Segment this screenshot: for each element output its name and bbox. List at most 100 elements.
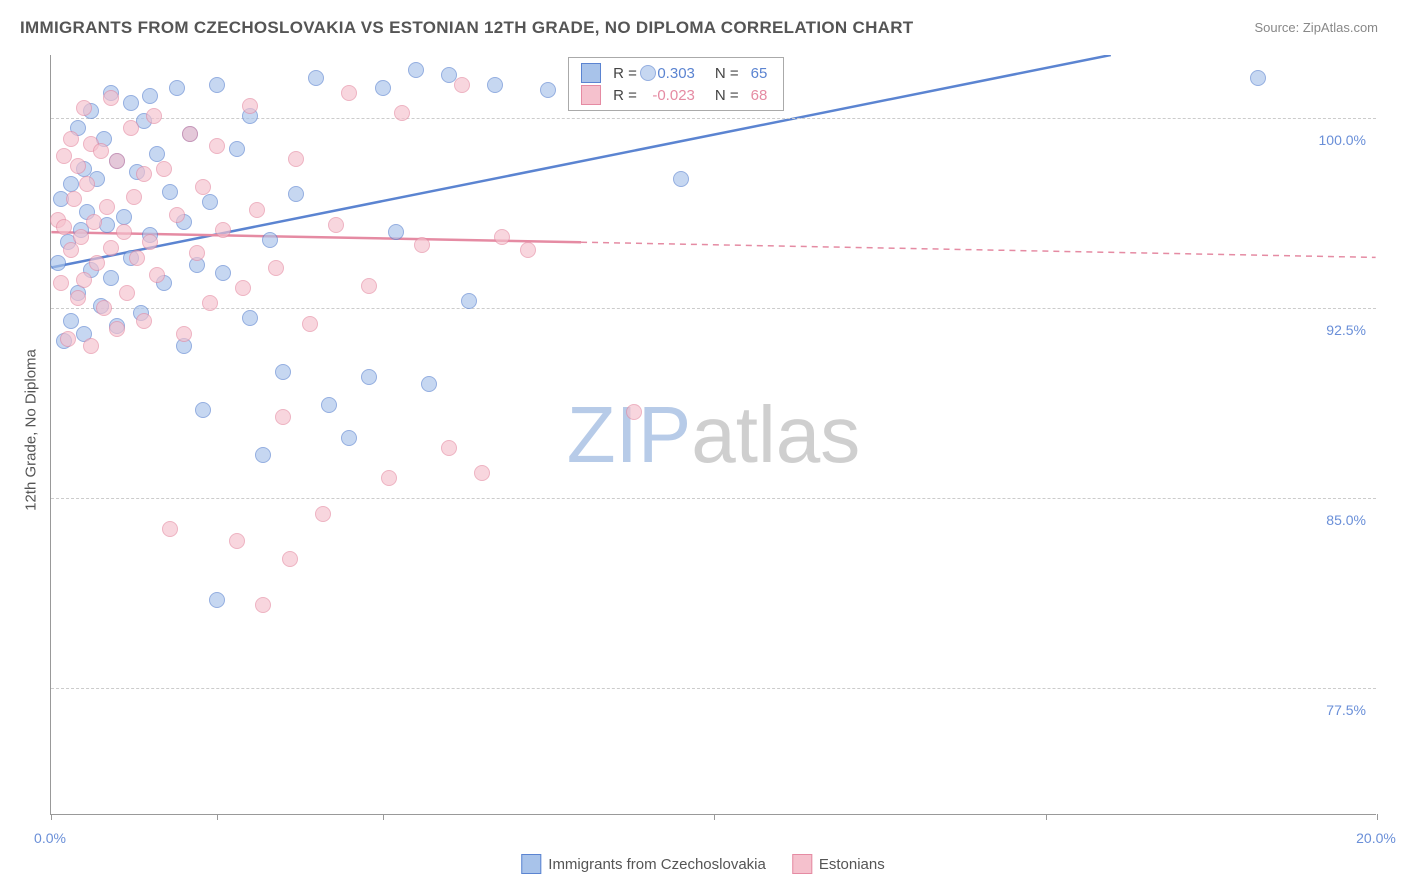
scatter-point	[162, 184, 178, 200]
scatter-point	[209, 592, 225, 608]
scatter-point	[142, 88, 158, 104]
legend-n-value: 68	[745, 84, 774, 106]
y-tick-label: 100.0%	[1319, 132, 1366, 148]
scatter-point	[136, 313, 152, 329]
x-tick	[383, 814, 384, 820]
scatter-point	[288, 186, 304, 202]
scatter-point	[56, 219, 72, 235]
y-axis-label: 12th Grade, No Diploma	[23, 349, 40, 511]
legend-row: R =0.303N =65	[575, 62, 773, 84]
x-tick-label: 0.0%	[34, 830, 66, 846]
scatter-point	[288, 151, 304, 167]
plot-area: ZIPatlas R =0.303N =65R =-0.023N =68 77.…	[50, 55, 1376, 815]
scatter-point	[169, 207, 185, 223]
scatter-point	[162, 521, 178, 537]
scatter-point	[229, 141, 245, 157]
gridline	[51, 498, 1376, 499]
scatter-point	[242, 98, 258, 114]
legend-swatch	[581, 85, 601, 105]
watermark: ZIPatlas	[567, 389, 860, 481]
scatter-point	[202, 295, 218, 311]
scatter-point	[99, 199, 115, 215]
scatter-point	[421, 376, 437, 392]
scatter-point	[341, 85, 357, 101]
scatter-point	[414, 237, 430, 253]
scatter-point	[361, 278, 377, 294]
scatter-point	[275, 364, 291, 380]
scatter-point	[235, 280, 251, 296]
scatter-point	[109, 153, 125, 169]
scatter-point	[394, 105, 410, 121]
gridline	[51, 308, 1376, 309]
legend-r-value: -0.023	[643, 84, 701, 106]
scatter-point	[375, 80, 391, 96]
scatter-point	[520, 242, 536, 258]
scatter-point	[79, 176, 95, 192]
scatter-point	[328, 217, 344, 233]
scatter-point	[381, 470, 397, 486]
scatter-point	[341, 430, 357, 446]
scatter-point	[1250, 70, 1266, 86]
scatter-point	[268, 260, 284, 276]
scatter-point	[673, 171, 689, 187]
scatter-point	[70, 158, 86, 174]
x-tick	[1046, 814, 1047, 820]
scatter-point	[109, 321, 125, 337]
scatter-point	[66, 191, 82, 207]
legend-item: Estonians	[792, 854, 885, 874]
scatter-point	[103, 270, 119, 286]
scatter-point	[93, 143, 109, 159]
scatter-point	[76, 272, 92, 288]
scatter-point	[454, 77, 470, 93]
y-tick-label: 92.5%	[1326, 322, 1366, 338]
scatter-point	[129, 250, 145, 266]
scatter-point	[176, 326, 192, 342]
scatter-point	[195, 402, 211, 418]
scatter-point	[103, 240, 119, 256]
scatter-point	[96, 300, 112, 316]
scatter-point	[461, 293, 477, 309]
scatter-point	[255, 597, 271, 613]
scatter-point	[474, 465, 490, 481]
scatter-point	[73, 229, 89, 245]
scatter-point	[626, 404, 642, 420]
scatter-point	[209, 77, 225, 93]
watermark-part2: atlas	[691, 390, 860, 479]
scatter-point	[149, 146, 165, 162]
scatter-point	[63, 176, 79, 192]
legend-n-value: 65	[745, 62, 774, 84]
scatter-point	[89, 255, 105, 271]
scatter-point	[136, 166, 152, 182]
scatter-point	[156, 161, 172, 177]
scatter-point	[215, 222, 231, 238]
scatter-point	[116, 209, 132, 225]
scatter-point	[119, 285, 135, 301]
scatter-point	[494, 229, 510, 245]
scatter-point	[142, 234, 158, 250]
legend-row: R =-0.023N =68	[575, 84, 773, 106]
scatter-point	[83, 338, 99, 354]
legend-swatch	[521, 854, 541, 874]
scatter-point	[149, 267, 165, 283]
scatter-point	[249, 202, 265, 218]
gridline	[51, 688, 1376, 689]
scatter-point	[53, 275, 69, 291]
x-tick	[51, 814, 52, 820]
legend-item: Immigrants from Czechoslovakia	[521, 854, 766, 874]
legend-n-label: N =	[701, 84, 745, 106]
scatter-point	[262, 232, 278, 248]
legend-swatch	[581, 63, 601, 83]
scatter-point	[169, 80, 185, 96]
scatter-point	[302, 316, 318, 332]
scatter-point	[123, 95, 139, 111]
scatter-point	[76, 100, 92, 116]
scatter-point	[315, 506, 331, 522]
scatter-point	[86, 214, 102, 230]
legend-r-label: R =	[607, 84, 643, 106]
watermark-part1: ZIP	[567, 390, 691, 479]
scatter-point	[361, 369, 377, 385]
legend-n-label: N =	[701, 62, 745, 84]
scatter-point	[282, 551, 298, 567]
scatter-point	[146, 108, 162, 124]
scatter-point	[50, 255, 66, 271]
